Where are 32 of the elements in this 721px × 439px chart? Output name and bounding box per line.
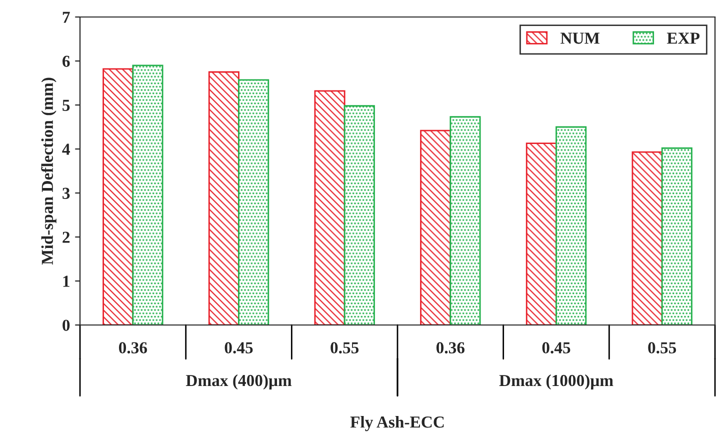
bar: [238, 79, 270, 325]
legend-label: EXP: [666, 32, 700, 44]
y-tick-label: 7: [62, 12, 70, 23]
bar: [526, 142, 557, 325]
bar: [102, 68, 134, 325]
bar: [314, 90, 346, 325]
bar: [420, 130, 452, 325]
x-tick-label: 0.36: [118, 342, 148, 354]
bar: [132, 64, 164, 325]
y-tick-label: 3: [62, 188, 70, 199]
bar: [632, 151, 663, 325]
bar: [344, 105, 375, 325]
x-tick-label: 0.55: [648, 342, 676, 354]
y-tick-label: 0: [62, 320, 70, 331]
bar: [556, 126, 587, 325]
x-tick-label: 0.36: [436, 342, 465, 354]
bar: [208, 71, 240, 325]
x-axis-title: Fly Ash-ECC: [350, 416, 444, 432]
y-tick-label: 6: [62, 56, 70, 67]
text: Dmax (1000)μm: [499, 374, 614, 390]
y-tick-label: 5: [62, 100, 70, 111]
legend-label: NUM: [560, 32, 600, 44]
x-tick-label: 0.45: [542, 342, 570, 354]
text: Dmax (400)μm: [186, 374, 292, 390]
y-tick-label: 1: [63, 276, 70, 287]
y-tick-label: 4: [62, 144, 70, 155]
y-axis-title: Mid-span Deflection (mm): [41, 78, 56, 265]
x-tick-label: 0.45: [224, 342, 253, 354]
y-tick-label: 2: [62, 232, 70, 243]
bar: [661, 147, 692, 325]
x-tick-label: 0.55: [330, 342, 359, 354]
bar: [450, 116, 481, 325]
